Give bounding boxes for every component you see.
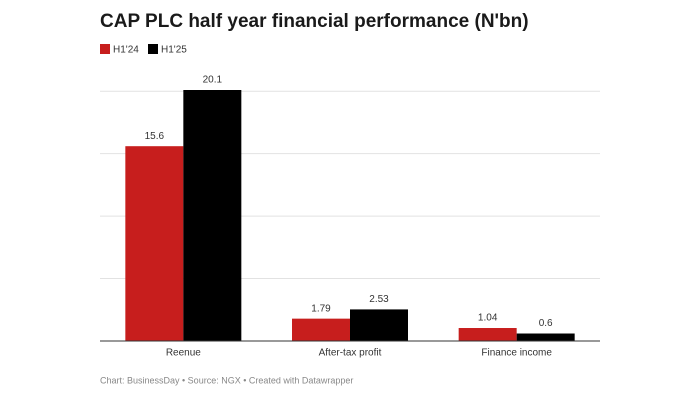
bar: [292, 318, 350, 341]
chart-footer: Chart: BusinessDay • Source: NGX • Creat…: [100, 375, 353, 385]
legend-label: H1'24: [113, 45, 139, 56]
bar: [183, 90, 242, 341]
value-label: 15.6: [145, 131, 165, 142]
legend-swatch: [148, 44, 158, 54]
value-label: 1.79: [311, 303, 331, 314]
x-tick-label: Finance income: [481, 348, 552, 359]
legend-swatch: [100, 44, 110, 54]
x-tick-label: After-tax profit: [319, 348, 382, 359]
bar: [516, 333, 575, 341]
x-tick-label: Reenue: [166, 348, 201, 359]
bar: [350, 309, 408, 341]
value-label: 2.53: [369, 294, 389, 305]
value-label: 0.6: [539, 318, 553, 329]
legend-label: H1'25: [161, 45, 187, 56]
value-label: 1.04: [478, 313, 498, 324]
bar: [125, 146, 184, 341]
value-label: 20.1: [203, 75, 223, 86]
chart-title: CAP PLC half year financial performance …: [100, 11, 529, 32]
bar: [458, 328, 517, 341]
